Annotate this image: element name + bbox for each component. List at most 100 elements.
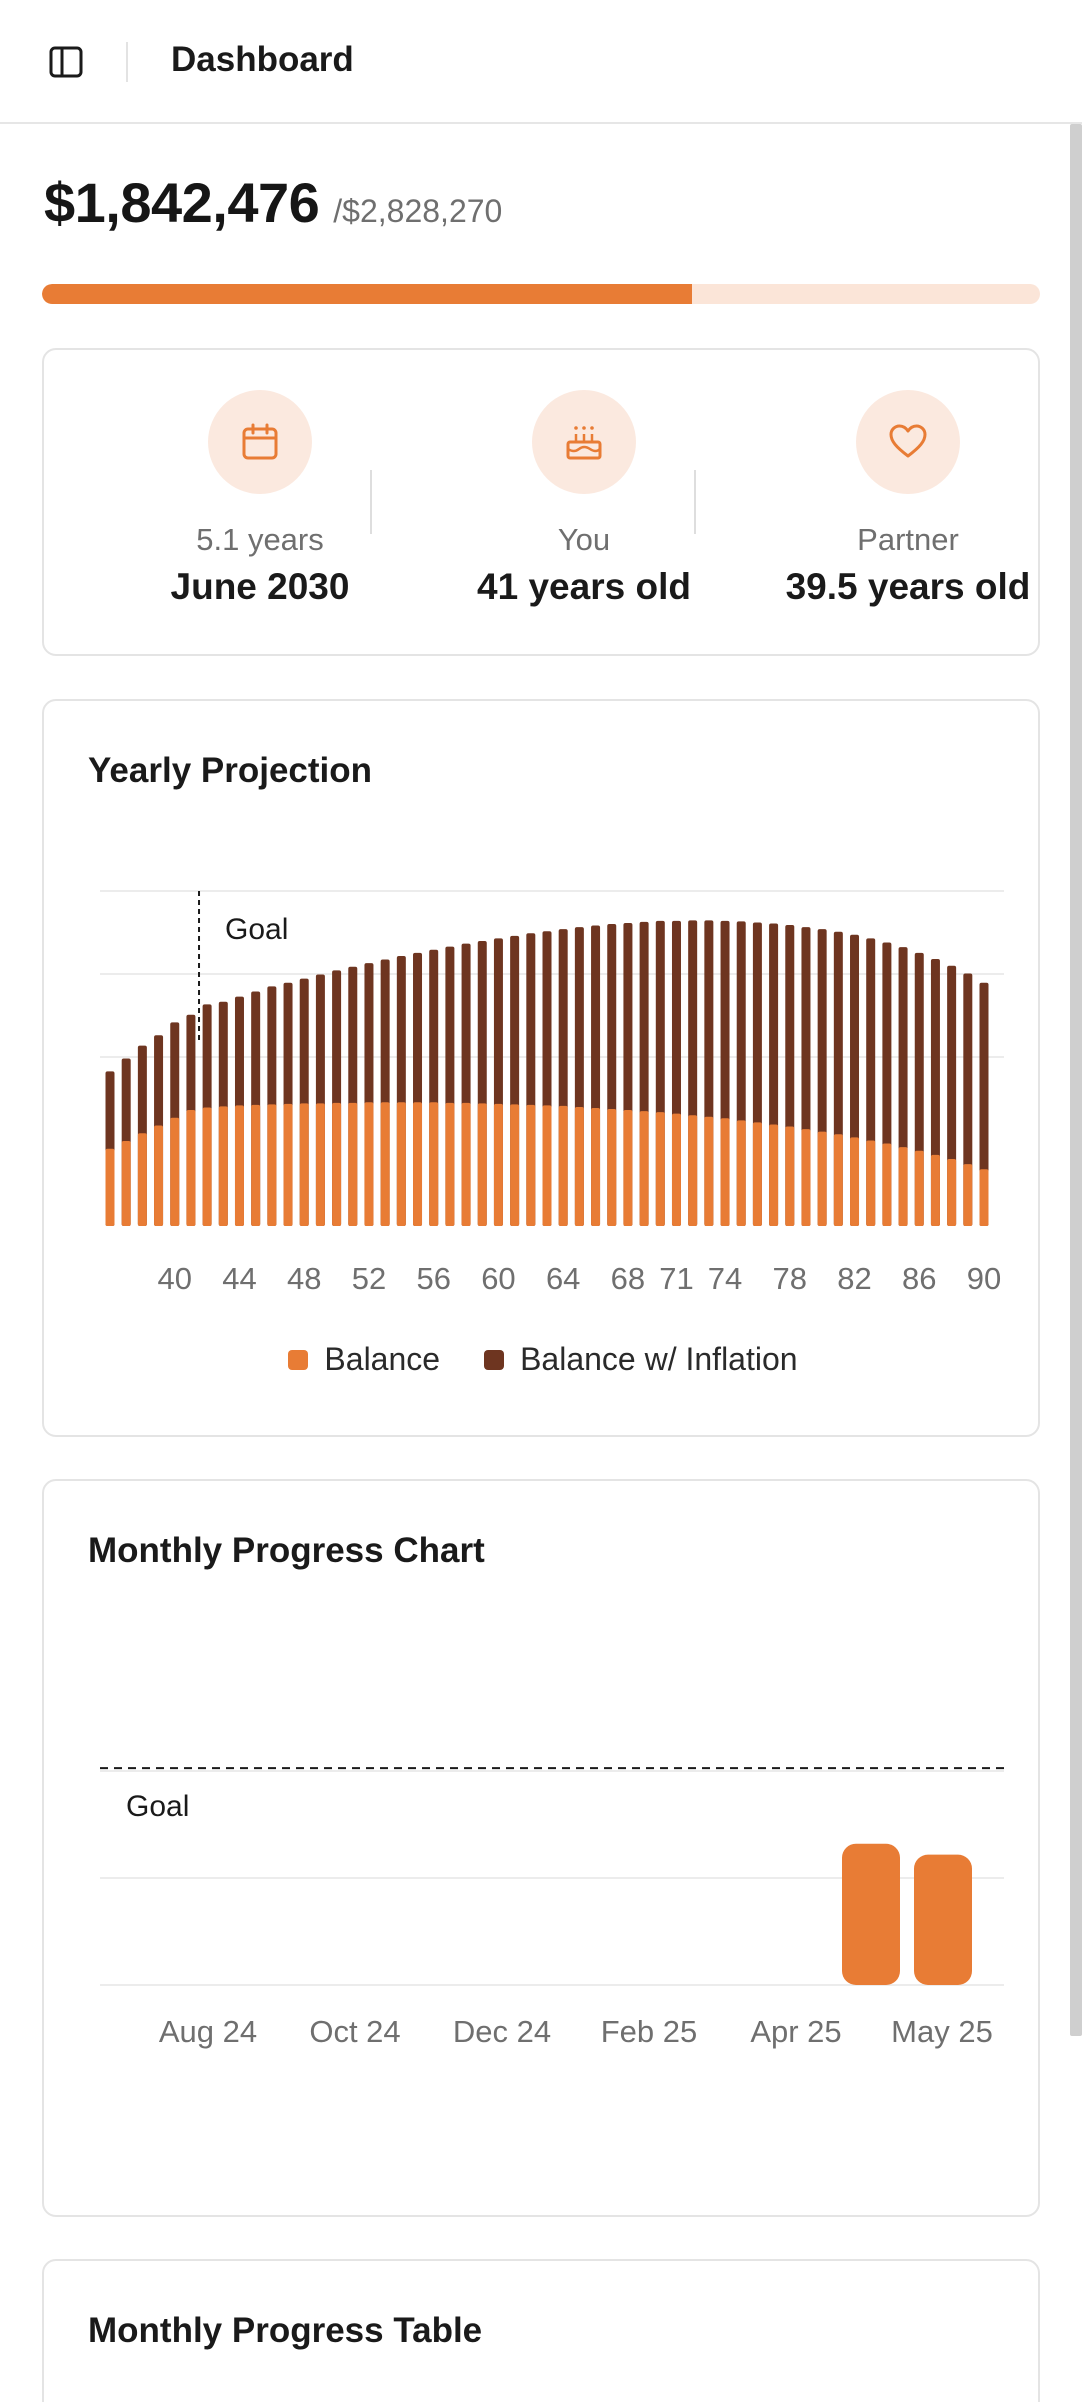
bar-balance[interactable] xyxy=(655,1112,665,1226)
legend-swatch-inflation xyxy=(484,1349,505,1370)
balance-goal: /$2,828,270 xyxy=(333,193,503,229)
bar-balance[interactable] xyxy=(833,1134,843,1226)
x-tick-label: Feb 25 xyxy=(601,2014,698,2049)
top-bar-divider xyxy=(126,42,128,82)
stat-value: June 2030 xyxy=(170,566,350,607)
bar-balance[interactable] xyxy=(493,1103,503,1226)
bar-balance[interactable] xyxy=(137,1133,147,1226)
x-tick-label: May 25 xyxy=(891,2014,993,2049)
chart-legend: Balance Balance w/ Inflation xyxy=(44,1341,1042,1378)
bar-balance[interactable] xyxy=(639,1111,649,1226)
bar-balance[interactable] xyxy=(477,1103,487,1226)
sidebar-panel-icon[interactable] xyxy=(46,42,86,82)
bar-balance-inflation[interactable] xyxy=(963,973,973,1226)
stat-divider xyxy=(694,470,696,534)
bar-balance[interactable] xyxy=(105,1148,115,1226)
bar-balance[interactable] xyxy=(736,1120,746,1226)
bar-balance[interactable] xyxy=(688,1115,698,1226)
legend-item-balance: Balance xyxy=(288,1341,440,1378)
bar-balance[interactable] xyxy=(947,1159,957,1226)
bar-balance[interactable] xyxy=(623,1110,633,1226)
card-title: Monthly Progress Chart xyxy=(88,1531,485,1570)
bar-balance[interactable] xyxy=(607,1109,617,1226)
x-tick-label: 56 xyxy=(416,1261,450,1296)
monthly-progress-chart: Goal Aug 24 Oct 24 Dec 24 Feb 25 Apr 25 May 25 xyxy=(100,1767,1004,2049)
card-title: Yearly Projection xyxy=(88,751,373,790)
bar-balance[interactable] xyxy=(850,1137,860,1226)
bar-balance[interactable] xyxy=(963,1164,973,1226)
x-tick-label: Aug 24 xyxy=(159,2014,257,2049)
card-title: Monthly Progress Table xyxy=(88,2311,483,2350)
bar-balance[interactable] xyxy=(332,1102,342,1226)
bar-balance[interactable] xyxy=(526,1104,536,1226)
x-tick-label: Dec 24 xyxy=(453,2014,551,2049)
bar-balance[interactable] xyxy=(267,1104,277,1226)
page-title: Dashboard xyxy=(171,40,354,79)
bar-balance[interactable] xyxy=(866,1140,876,1226)
x-tick-label: 52 xyxy=(352,1261,386,1296)
bar-balance[interactable] xyxy=(704,1116,714,1226)
x-tick-label: 60 xyxy=(481,1261,515,1296)
goal-label: Goal xyxy=(225,913,288,946)
monthly-progress-table-card: Monthly Progress Table xyxy=(42,2259,1040,2402)
bar-balance[interactable] xyxy=(558,1105,568,1226)
x-tick-label: Apr 25 xyxy=(750,2014,841,2049)
bar-balance[interactable] xyxy=(170,1117,180,1226)
bar-balance[interactable] xyxy=(930,1154,940,1226)
bar-balance[interactable] xyxy=(380,1102,390,1226)
bar-balance[interactable] xyxy=(898,1147,908,1226)
balance-summary: $1,842,476 /$2,828,270 xyxy=(44,170,502,235)
bar-balance[interactable] xyxy=(251,1104,261,1226)
scrollbar[interactable] xyxy=(1070,124,1082,2036)
bar-balance[interactable] xyxy=(671,1113,681,1226)
bar-balance[interactable] xyxy=(817,1131,827,1226)
bar-balance[interactable] xyxy=(445,1102,455,1226)
bar-balance[interactable] xyxy=(315,1103,325,1226)
stat-sublabel: 5.1 years xyxy=(196,522,324,557)
bar-balance[interactable] xyxy=(202,1107,212,1226)
bar-balance[interactable] xyxy=(396,1102,406,1226)
x-tick-label: 74 xyxy=(708,1261,742,1296)
bar-balance[interactable] xyxy=(154,1125,164,1227)
bar-balance[interactable] xyxy=(785,1126,795,1226)
bar-balance[interactable] xyxy=(914,1150,924,1226)
stat-value: 41 years old xyxy=(477,566,691,607)
bar-balance[interactable] xyxy=(121,1140,131,1226)
bar-balance[interactable] xyxy=(299,1103,309,1226)
bar-balance[interactable] xyxy=(542,1105,552,1226)
stat-sublabel: You xyxy=(557,522,611,557)
bar-balance[interactable] xyxy=(218,1106,228,1226)
bar-balance[interactable] xyxy=(720,1118,730,1226)
legend-item-inflation: Balance w/ Inflation xyxy=(484,1341,798,1378)
bar-balance[interactable] xyxy=(842,1843,900,1985)
bar-balance[interactable] xyxy=(413,1102,423,1226)
bar-balance[interactable] xyxy=(348,1102,358,1226)
bar-balance[interactable] xyxy=(914,1854,972,1985)
stat-sublabel: Partner xyxy=(857,522,959,557)
bar-balance[interactable] xyxy=(979,1169,989,1226)
bar-balance[interactable] xyxy=(752,1122,762,1226)
legend-label: Balance w/ Inflation xyxy=(520,1341,798,1377)
bar-balance[interactable] xyxy=(574,1106,584,1226)
bar-balance[interactable] xyxy=(591,1107,601,1226)
bar-balance[interactable] xyxy=(801,1129,811,1226)
bar-balance[interactable] xyxy=(283,1103,293,1226)
bar-balance[interactable] xyxy=(429,1102,439,1226)
bar-balance[interactable] xyxy=(234,1105,244,1226)
legend-swatch-balance xyxy=(288,1349,309,1370)
heart-icon xyxy=(856,390,960,494)
x-tick-label: 86 xyxy=(902,1261,936,1296)
bar-balance[interactable] xyxy=(510,1104,520,1226)
bar-balance-inflation[interactable] xyxy=(979,982,989,1226)
stat-value: 39.5 years old xyxy=(785,566,1031,607)
bar-balance[interactable] xyxy=(461,1102,471,1226)
monthly-progress-chart-card: Monthly Progress Chart Goal Aug 24 Oct 24 D… xyxy=(42,1479,1040,2217)
x-tick-label: 71 xyxy=(659,1261,693,1296)
x-tick-label: 40 xyxy=(157,1261,191,1296)
yearly-projection-card: Yearly Projection Goal 40 44 48 52 56 60 64 68 71… xyxy=(42,699,1040,1437)
bar-balance[interactable] xyxy=(364,1102,374,1226)
bar-balance[interactable] xyxy=(769,1124,779,1226)
bar-balance[interactable] xyxy=(186,1110,196,1226)
balance-amount: $1,842,476 xyxy=(44,171,320,234)
bar-balance[interactable] xyxy=(882,1143,892,1226)
